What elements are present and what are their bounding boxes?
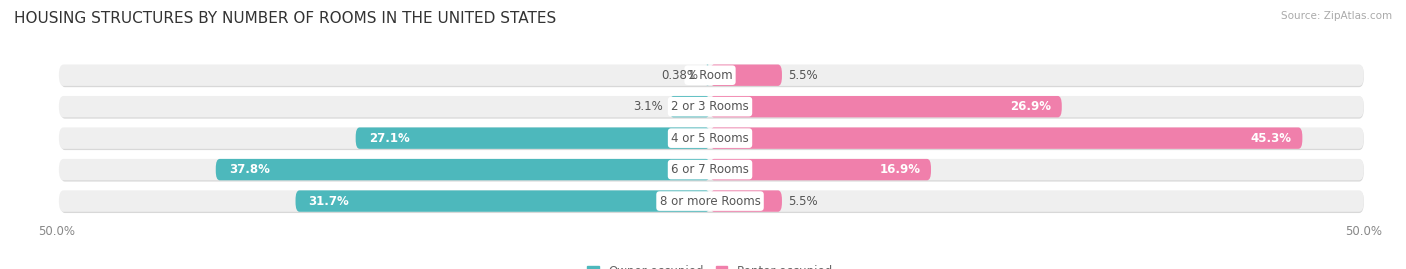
Text: 16.9%: 16.9%: [880, 163, 921, 176]
Text: 5.5%: 5.5%: [789, 69, 818, 82]
FancyBboxPatch shape: [215, 159, 710, 180]
Text: 0.38%: 0.38%: [662, 69, 699, 82]
FancyBboxPatch shape: [710, 96, 1062, 117]
Text: HOUSING STRUCTURES BY NUMBER OF ROOMS IN THE UNITED STATES: HOUSING STRUCTURES BY NUMBER OF ROOMS IN…: [14, 11, 557, 26]
FancyBboxPatch shape: [704, 65, 710, 86]
FancyBboxPatch shape: [59, 159, 1364, 180]
FancyBboxPatch shape: [710, 65, 782, 86]
Text: 8 or more Rooms: 8 or more Rooms: [659, 194, 761, 208]
FancyBboxPatch shape: [60, 128, 1364, 150]
Text: 27.1%: 27.1%: [368, 132, 409, 145]
FancyBboxPatch shape: [59, 65, 1364, 86]
FancyBboxPatch shape: [669, 96, 710, 117]
Text: 3.1%: 3.1%: [633, 100, 664, 113]
Text: 37.8%: 37.8%: [229, 163, 270, 176]
Text: 4 or 5 Rooms: 4 or 5 Rooms: [671, 132, 749, 145]
FancyBboxPatch shape: [59, 96, 1364, 117]
Text: 2 or 3 Rooms: 2 or 3 Rooms: [671, 100, 749, 113]
Text: 1 Room: 1 Room: [688, 69, 733, 82]
Legend: Owner-occupied, Renter-occupied: Owner-occupied, Renter-occupied: [586, 265, 834, 269]
Text: 5.5%: 5.5%: [789, 194, 818, 208]
FancyBboxPatch shape: [59, 128, 1364, 149]
Text: 6 or 7 Rooms: 6 or 7 Rooms: [671, 163, 749, 176]
FancyBboxPatch shape: [710, 190, 782, 212]
FancyBboxPatch shape: [59, 190, 1364, 212]
FancyBboxPatch shape: [60, 191, 1364, 213]
Text: 31.7%: 31.7%: [308, 194, 349, 208]
Text: 45.3%: 45.3%: [1251, 132, 1292, 145]
Text: Source: ZipAtlas.com: Source: ZipAtlas.com: [1281, 11, 1392, 21]
FancyBboxPatch shape: [710, 128, 1302, 149]
FancyBboxPatch shape: [60, 160, 1364, 182]
FancyBboxPatch shape: [295, 190, 710, 212]
Text: 26.9%: 26.9%: [1011, 100, 1052, 113]
FancyBboxPatch shape: [356, 128, 710, 149]
FancyBboxPatch shape: [60, 65, 1364, 87]
FancyBboxPatch shape: [60, 97, 1364, 119]
FancyBboxPatch shape: [710, 159, 931, 180]
